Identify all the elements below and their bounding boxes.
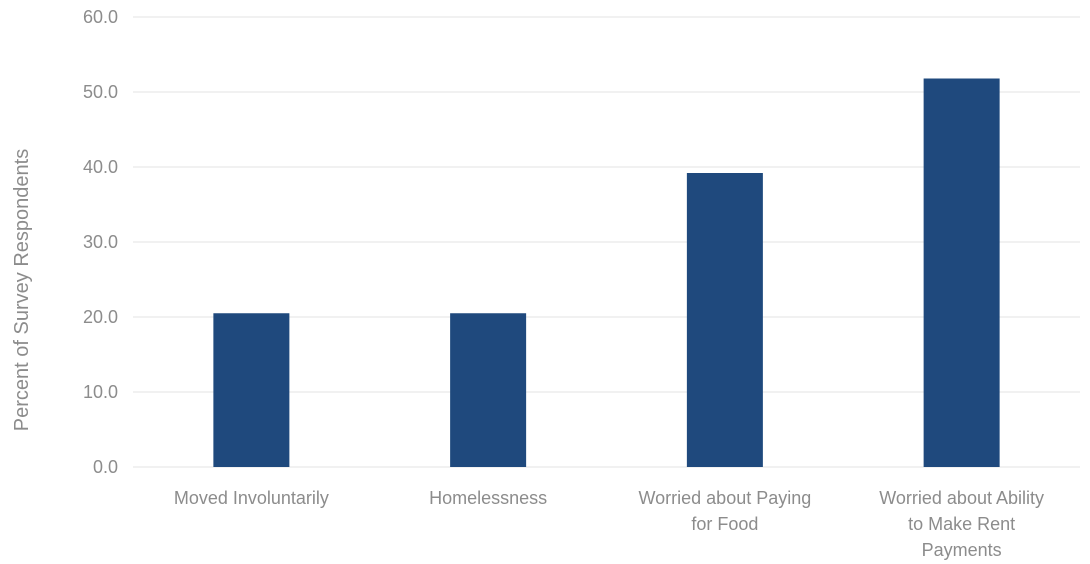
y-tick-label: 0.0: [93, 457, 118, 477]
x-category-label: Worried about Ability to Make Rent Payment…: [879, 488, 1044, 560]
y-tick-label: 60.0: [83, 7, 118, 27]
x-axis-category-labels: Moved Involuntarily Homelessness Worried a…: [174, 488, 1044, 560]
y-tick-label: 20.0: [83, 307, 118, 327]
y-axis-ticks: 0.0 10.0 20.0 30.0 40.0 50.0 60.0: [83, 7, 118, 477]
y-tick-label: 10.0: [83, 382, 118, 402]
bar: [686, 173, 763, 467]
x-category-label: Moved Involuntarily: [174, 488, 329, 508]
x-category-label: Homelessness: [429, 488, 547, 508]
y-tick-label: 30.0: [83, 232, 118, 252]
y-tick-label: 50.0: [83, 82, 118, 102]
bar: [213, 313, 290, 467]
gridlines: [133, 16, 1080, 468]
y-axis-title: Percent of Survey Respondents: [11, 149, 33, 431]
x-category-label: Worried about Paying for Food: [638, 488, 811, 534]
y-tick-label: 40.0: [83, 157, 118, 177]
bars: [213, 78, 1000, 467]
bar: [450, 313, 527, 467]
bar: [923, 78, 1000, 467]
